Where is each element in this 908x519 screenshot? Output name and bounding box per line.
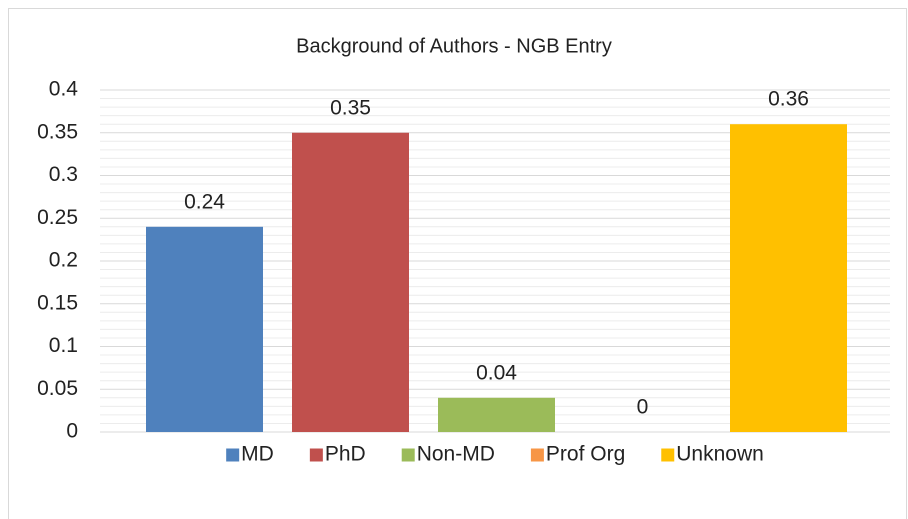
- legend-label: Prof Org: [546, 443, 625, 466]
- data-label: 0.36: [768, 88, 809, 111]
- y-tick-label: 0.1: [49, 334, 78, 357]
- y-tick-label: 0.2: [49, 249, 78, 272]
- chart-title: Background of Authors - NGB Entry: [296, 35, 612, 57]
- data-label: 0: [637, 396, 649, 419]
- data-label: 0.04: [476, 361, 517, 384]
- legend-label: Non-MD: [417, 443, 495, 466]
- legend-label: MD: [241, 443, 274, 466]
- legend-swatch: [226, 448, 240, 462]
- legend-swatch: [401, 448, 415, 462]
- bar: [730, 124, 847, 432]
- y-tick-label: 0.3: [49, 163, 78, 186]
- data-label: 0.24: [184, 190, 225, 213]
- y-tick-label: 0.4: [49, 78, 79, 101]
- bar: [292, 132, 409, 432]
- legend-label: Unknown: [676, 443, 764, 466]
- y-tick-label: 0.15: [37, 291, 78, 314]
- y-tick-label: 0.25: [37, 206, 78, 229]
- legend-swatch: [309, 448, 323, 462]
- legend-swatch: [530, 448, 544, 462]
- y-tick-label: 0: [66, 420, 78, 443]
- legend-label: PhD: [325, 443, 366, 466]
- bar: [146, 226, 263, 432]
- data-label: 0.35: [330, 96, 371, 119]
- legend-swatch: [661, 448, 675, 462]
- y-tick-label: 0.35: [37, 120, 78, 143]
- bar: [438, 397, 555, 432]
- y-tick-label: 0.05: [37, 377, 78, 400]
